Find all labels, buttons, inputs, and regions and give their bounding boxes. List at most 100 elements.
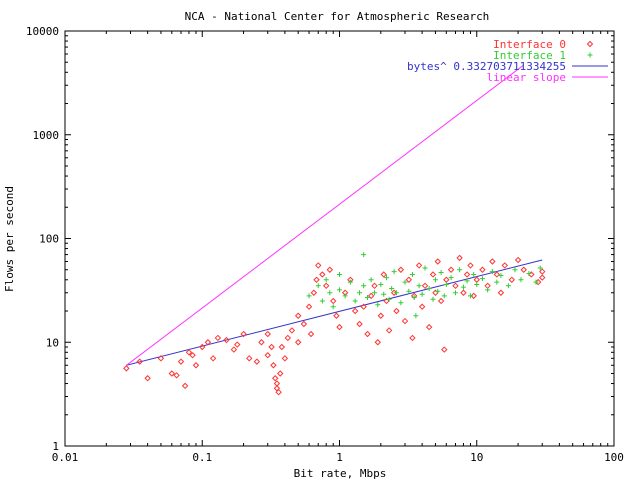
point-0 [385, 327, 393, 334]
point-1 [337, 271, 342, 277]
point-0 [401, 317, 409, 325]
point-0 [429, 271, 437, 278]
point-1 [426, 285, 432, 291]
point-1 [352, 298, 358, 304]
point-0 [452, 282, 459, 290]
point-0 [326, 266, 334, 273]
point-1 [474, 282, 480, 288]
point-0 [264, 330, 271, 338]
point-1 [406, 288, 412, 294]
point-1 [315, 283, 321, 289]
point-0 [173, 372, 180, 379]
point-1 [383, 275, 389, 281]
point-1 [337, 287, 342, 293]
point-1 [537, 265, 543, 271]
x-tick-label: 1 [336, 451, 343, 464]
point-0 [230, 346, 238, 353]
point-1 [479, 276, 485, 282]
point-0 [168, 370, 176, 377]
point-1 [512, 267, 518, 273]
point-1 [402, 279, 408, 285]
point-0 [520, 266, 527, 273]
y-tick-label: 10 [46, 336, 59, 349]
point-0 [307, 330, 315, 338]
point-0 [380, 271, 387, 278]
point-0 [294, 312, 302, 319]
point-1 [489, 269, 495, 275]
point-1 [375, 302, 381, 308]
point-1 [327, 290, 333, 296]
point-0 [336, 323, 343, 331]
legend-marker-0 [586, 40, 594, 48]
point-0 [356, 320, 363, 328]
point-1 [419, 291, 425, 297]
point-1 [416, 283, 422, 289]
legend-label-1: Interface 1 [493, 49, 566, 62]
point-1 [464, 278, 470, 284]
series-line-1 [126, 64, 525, 366]
point-0 [405, 276, 413, 283]
legend-line-label-1: linear slope [487, 71, 566, 84]
point-0 [305, 303, 313, 310]
point-0 [371, 282, 378, 290]
point-0 [367, 292, 375, 300]
point-1 [457, 267, 463, 273]
point-0 [434, 258, 441, 265]
chart-title: NCA - National Center for Atmospheric Re… [185, 10, 490, 23]
point-0 [214, 334, 222, 342]
point-1 [485, 287, 491, 293]
point-1 [494, 279, 500, 285]
y-tick-label: 10000 [26, 25, 59, 38]
point-0 [294, 339, 302, 346]
x-tick-label: 10 [470, 451, 483, 464]
point-0 [189, 352, 196, 359]
point-0 [258, 339, 265, 346]
point-0 [234, 341, 241, 348]
y-axis-label: Flows per second [3, 186, 16, 292]
point-0 [432, 289, 439, 296]
point-0 [456, 254, 463, 262]
legend-label-0: Interface 0 [493, 38, 566, 51]
point-0 [284, 334, 291, 342]
point-1 [448, 275, 454, 281]
point-1 [498, 272, 504, 278]
point-0 [470, 292, 477, 300]
point-1 [409, 271, 415, 277]
point-0 [397, 266, 405, 273]
legend-marker-1 [587, 52, 593, 58]
point-1 [357, 290, 363, 296]
point-0 [374, 339, 381, 346]
point-1 [386, 296, 392, 302]
point-0 [415, 262, 423, 269]
point-0 [246, 355, 253, 362]
y-tick-label: 1000 [33, 129, 60, 142]
point-1 [378, 282, 384, 288]
point-1 [438, 270, 444, 276]
point-0 [278, 343, 286, 351]
point-0 [534, 278, 542, 286]
point-1 [411, 294, 417, 300]
point-0 [467, 262, 474, 269]
point-0 [497, 289, 505, 296]
point-0 [271, 375, 279, 382]
point-0 [489, 258, 496, 265]
x-axis: 0.01 0.1 1 10 100 [52, 31, 624, 464]
point-1 [443, 282, 449, 288]
point-0 [300, 320, 308, 328]
point-0 [425, 323, 433, 331]
point-1 [319, 298, 325, 304]
point-0 [447, 266, 455, 273]
point-1 [398, 300, 404, 306]
point-0 [539, 268, 546, 275]
point-0 [144, 375, 151, 382]
point-0 [157, 355, 165, 362]
point-0 [333, 312, 340, 319]
point-1 [441, 293, 447, 299]
point-0 [364, 330, 371, 338]
point-1 [430, 296, 436, 302]
point-0 [313, 276, 320, 283]
point-1 [413, 313, 419, 319]
x-tick-label: 100 [604, 451, 624, 464]
point-0 [185, 349, 193, 356]
